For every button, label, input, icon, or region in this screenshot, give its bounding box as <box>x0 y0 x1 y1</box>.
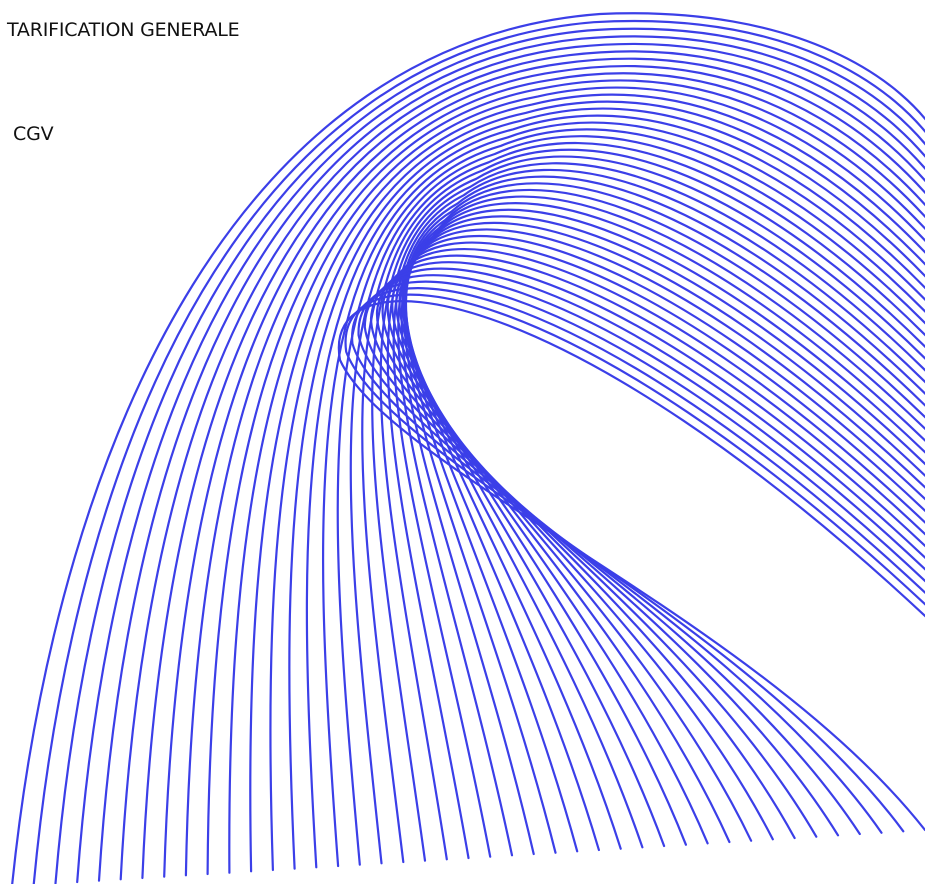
ribbon-line <box>321 121 925 868</box>
ribbon-line <box>32 20 925 884</box>
ribbon-line <box>400 182 925 856</box>
ribbon-line <box>141 57 925 880</box>
ribbon-line <box>375 261 925 840</box>
ribbon-line <box>386 162 925 860</box>
ribbon-line <box>269 100 925 872</box>
ribbon-line <box>349 135 925 865</box>
ribbon-line <box>119 50 925 881</box>
ribbon-lines <box>11 12 925 884</box>
ribbon-line <box>392 168 925 858</box>
ribbon-line <box>97 42 925 882</box>
ribbon-line <box>305 114 925 869</box>
ribbon-line <box>397 175 925 857</box>
nav-link-tarification-generale[interactable]: TARIFICATION GENERALE <box>7 19 240 41</box>
ribbon-line <box>76 35 925 884</box>
ribbon-line <box>11 12 925 884</box>
ribbon-line <box>337 300 925 832</box>
ribbon-line <box>386 248 925 842</box>
ribbon-line <box>54 27 925 884</box>
ribbon-line <box>363 274 925 837</box>
ribbon-line <box>228 86 925 874</box>
ribbon-line <box>403 188 925 854</box>
ribbon-line <box>379 155 925 861</box>
ribbon-line <box>344 293 925 833</box>
ribbon-line <box>184 72 925 877</box>
ribbon-line <box>163 65 925 878</box>
ribbon-line <box>371 148 925 862</box>
ribbon-line <box>249 93 925 873</box>
ribbon-line <box>361 141 925 864</box>
ribbon-line <box>206 79 925 876</box>
ribbon-line <box>351 287 925 834</box>
ribbon-line <box>357 280 925 836</box>
ribbon-line <box>336 128 925 866</box>
ribbon-line <box>369 267 925 838</box>
ribbon-line <box>395 235 925 845</box>
ribbon-line <box>288 107 925 870</box>
nav-link-cgv[interactable]: CGV <box>13 123 54 145</box>
